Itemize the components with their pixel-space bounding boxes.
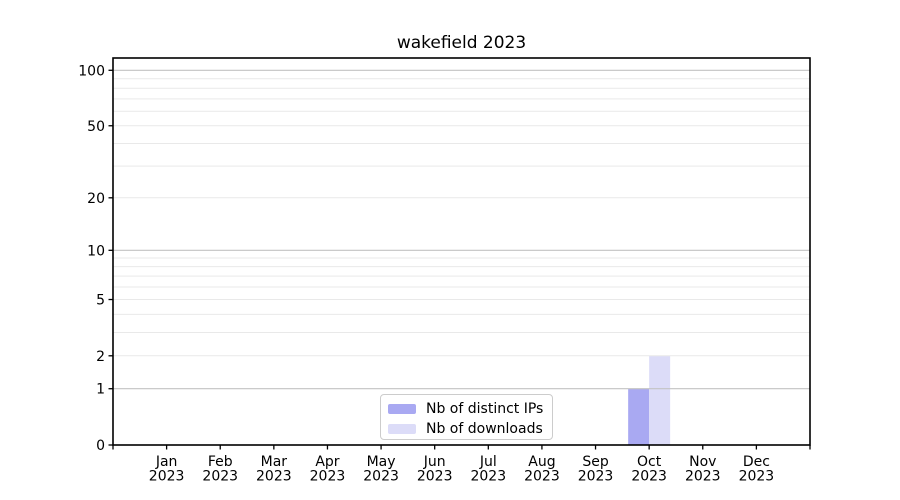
x-tick-label-month: Oct xyxy=(637,454,662,470)
x-tick-label-year: 2023 xyxy=(524,469,560,485)
x-tick-label-year: 2023 xyxy=(739,469,775,485)
plot-border xyxy=(112,57,811,446)
x-tick-label-month: Nov xyxy=(689,454,716,470)
legend: Nb of distinct IPs Nb of downloads xyxy=(380,394,553,440)
bar-downloads xyxy=(649,355,671,445)
x-tick-label-year: 2023 xyxy=(417,469,453,485)
legend-swatch-downloads xyxy=(388,424,416,434)
x-tick-label-month: Jul xyxy=(479,454,497,470)
y-tick-label: 1 xyxy=(96,382,105,398)
x-tick-label-year: 2023 xyxy=(578,469,614,485)
y-tick-label: 10 xyxy=(87,243,105,259)
x-tick-label-year: 2023 xyxy=(685,469,721,485)
x-tick-label-year: 2023 xyxy=(363,469,399,485)
x-tick-label-month: Mar xyxy=(261,454,288,470)
x-tick-label-year: 2023 xyxy=(310,469,346,485)
x-tick-label-month: May xyxy=(367,454,396,470)
x-tick-label-year: 2023 xyxy=(256,469,292,485)
legend-item-distinct-ips: Nb of distinct IPs xyxy=(388,401,552,417)
legend-swatch-distinct-ips xyxy=(388,404,416,414)
legend-item-downloads: Nb of downloads xyxy=(388,421,552,437)
x-tick-label-year: 2023 xyxy=(631,469,667,485)
legend-label-downloads: Nb of downloads xyxy=(426,421,543,437)
x-tick-label-month: Sep xyxy=(582,454,609,470)
bar-distinct-ips xyxy=(628,388,650,445)
legend-label-distinct-ips: Nb of distinct IPs xyxy=(426,401,544,417)
y-tick-label: 2 xyxy=(96,349,105,365)
x-tick-label-month: Jun xyxy=(423,454,446,470)
y-tick-label: 5 xyxy=(96,293,105,309)
x-tick-label-year: 2023 xyxy=(149,469,185,485)
x-tick-label-month: Dec xyxy=(743,454,770,470)
y-tick-label: 0 xyxy=(96,438,105,454)
x-tick-label-year: 2023 xyxy=(470,469,506,485)
chart-title: wakefield 2023 xyxy=(396,33,527,53)
x-tick-label-month: Aug xyxy=(528,454,555,470)
x-tick-label-month: Apr xyxy=(315,454,339,470)
x-tick-label-year: 2023 xyxy=(202,469,238,485)
y-tick-label: 20 xyxy=(87,191,105,207)
y-tick-label: 50 xyxy=(87,119,105,135)
x-tick-label-month: Jan xyxy=(155,454,178,470)
y-tick-label: 100 xyxy=(78,63,105,79)
x-tick-label-month: Feb xyxy=(208,454,233,470)
